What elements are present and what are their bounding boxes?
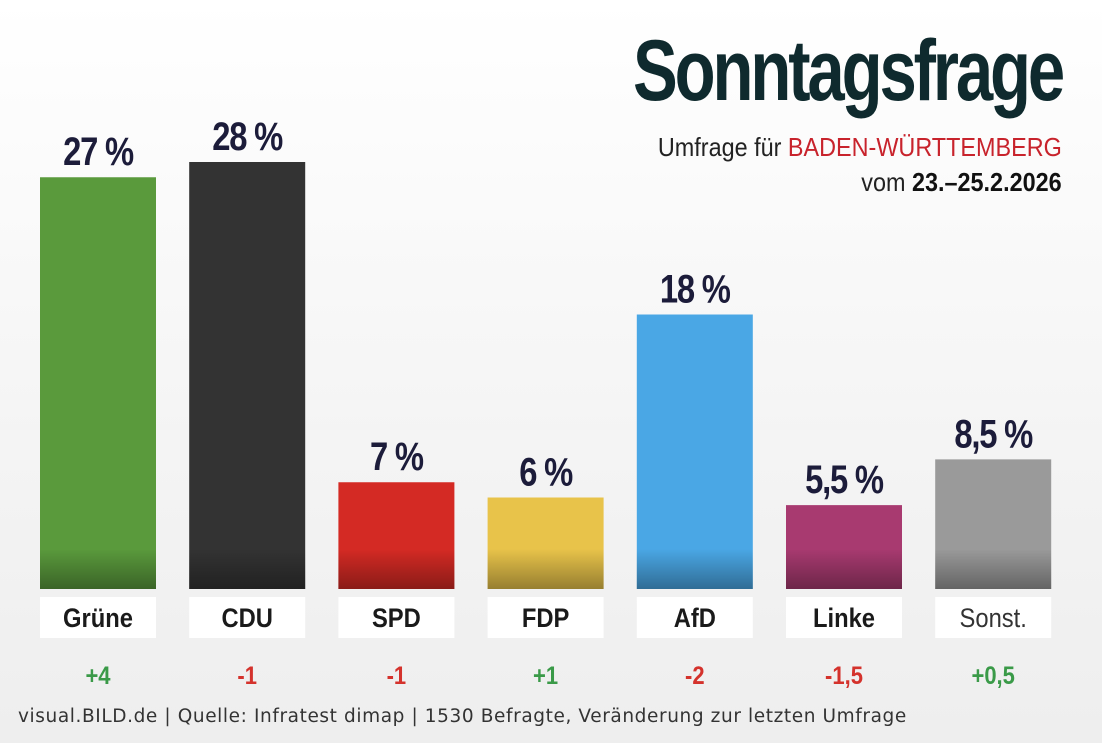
chart-subtitle: Umfrage für BADEN-WÜRTTEMBERG [658, 132, 1062, 163]
category-label-linke: Linke [813, 604, 875, 634]
subtitle-region: BADEN-WÜRTTEMBERG [788, 132, 1062, 162]
bar-shade-grüne [40, 549, 156, 589]
category-label-afd: AfD [674, 604, 716, 634]
category-box-grüne [40, 597, 156, 638]
category-label-sonst: Sonst. [960, 604, 1027, 634]
value-label-sonst: 8,5 % [954, 411, 1032, 456]
change-label-grüne: +4 [85, 662, 110, 690]
category-label-spd: SPD [372, 604, 421, 634]
subtitle-prefix: Umfrage für [658, 132, 782, 162]
chart-title: Sonntagsfrage [632, 23, 1065, 119]
bar-shade-spd [338, 549, 455, 589]
date-prefix: vom [861, 167, 906, 197]
category-box-cdu [189, 597, 306, 638]
category-label-fdp: FDP [522, 604, 570, 634]
value-label-cdu: 28 % [212, 114, 283, 159]
bar-grüne [40, 177, 156, 589]
value-label-spd: 7 % [370, 434, 424, 479]
category-box-sonst [935, 597, 1052, 638]
value-label-afd: 18 % [660, 266, 731, 311]
bar-afd [636, 314, 753, 589]
category-box-afd [636, 597, 753, 638]
category-box-fdp [487, 597, 604, 638]
category-box-linke [786, 597, 902, 638]
change-label-afd: -2 [685, 662, 705, 690]
bar-shade-linke [786, 549, 902, 589]
source-footer: visual.BILD.de | Quelle: Infratest dimap… [18, 706, 907, 727]
change-label-sonst: +0,5 [971, 662, 1014, 690]
value-label-linke: 5,5 % [805, 457, 883, 502]
category-box-spd [338, 597, 455, 638]
change-label-cdu: -1 [237, 662, 257, 690]
bar-shade-afd [636, 549, 753, 589]
date-range: 23.–25.2.2026 [912, 167, 1062, 197]
value-label-fdp: 6 % [519, 449, 573, 494]
category-label-grüne: Grüne [63, 604, 133, 634]
survey-date: vom 23.–25.2.2026 [862, 167, 1062, 198]
change-label-spd: -1 [387, 662, 407, 690]
bar-shade-fdp [487, 549, 604, 589]
value-label-grüne: 27 % [63, 129, 134, 174]
bar-cdu [189, 162, 306, 589]
bar-chart: 27 % Grüne +4 28 % CDU -1 7 % SPD -1 6 % FDP +1 18 %… [40, 114, 1052, 690]
change-label-fdp: +1 [533, 662, 558, 690]
change-label-linke: -1,5 [825, 662, 863, 690]
category-label-cdu: CDU [221, 604, 272, 634]
bar-shade-cdu [189, 549, 306, 589]
bar-shade-sonst [935, 549, 1052, 589]
